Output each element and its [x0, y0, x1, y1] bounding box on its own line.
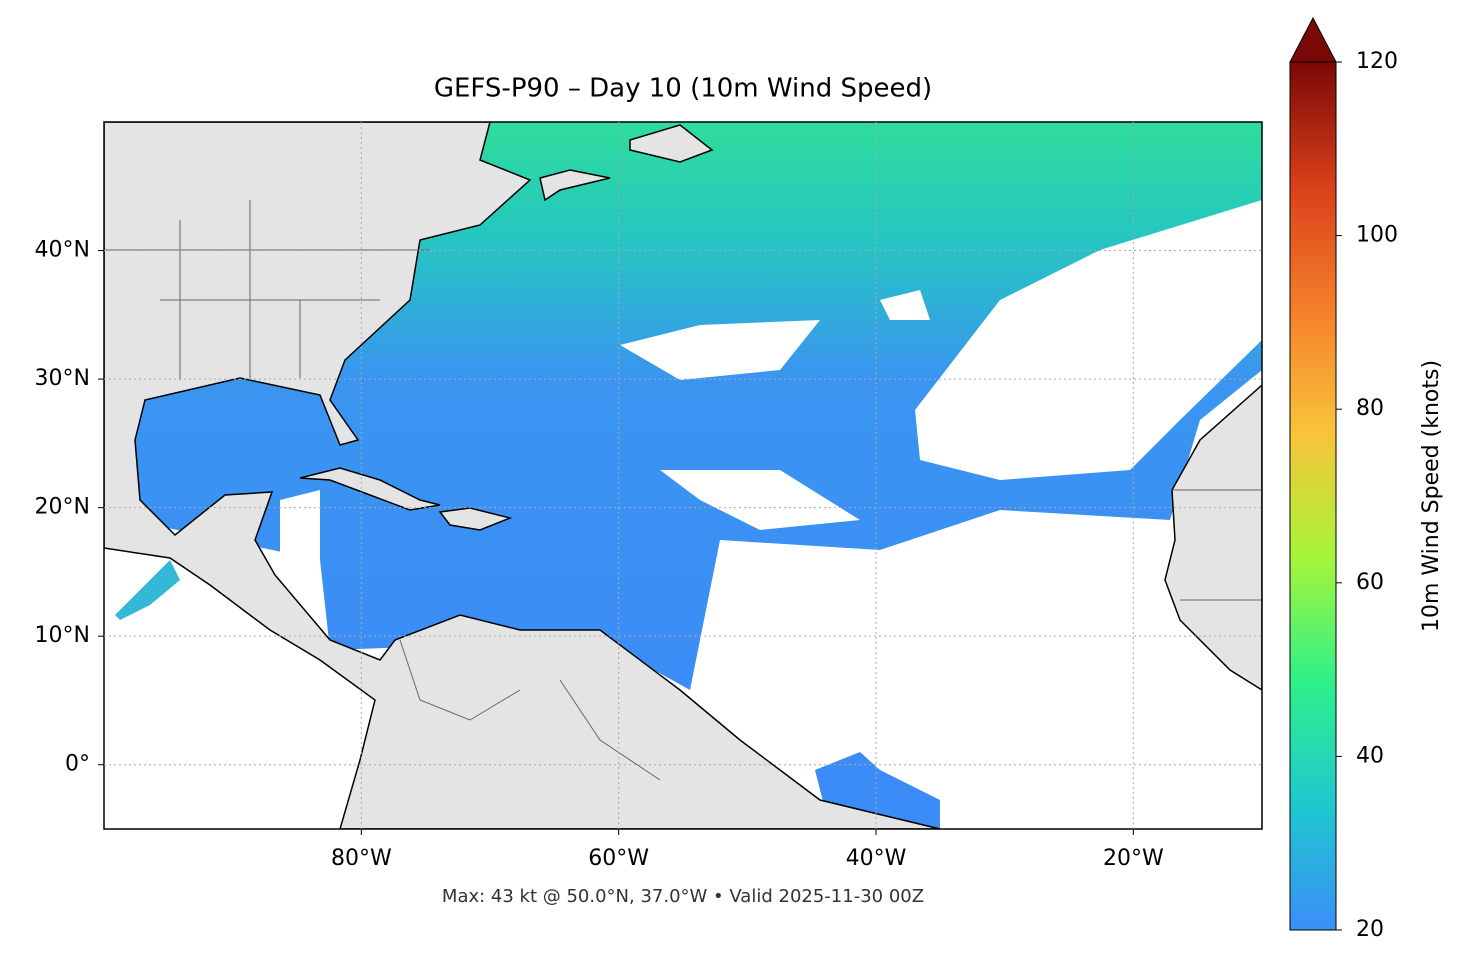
y-tick-label: 10°N [35, 623, 90, 648]
colorbar-label: 10m Wind Speed (knots) [1419, 360, 1444, 632]
land [104, 122, 1262, 829]
x-tick-label: 40°W [846, 846, 907, 871]
calm-areas [280, 200, 1262, 560]
y-tick-label: 20°N [35, 495, 90, 520]
borders [104, 200, 1262, 781]
colorbar-tick-label: 60 [1356, 570, 1384, 595]
y-tick-label: 40°N [35, 238, 90, 263]
colorbar-extend [1289, 16, 1337, 63]
x-tick-label: 80°W [331, 846, 392, 871]
footer: Max: 43 kt @ 50.0°N, 37.0°W • Valid 2025… [442, 886, 924, 907]
x-tick-label: 20°W [1103, 846, 1164, 871]
map-frame [103, 121, 1263, 830]
chart-title: GEFS-P90 – Day 10 (10m Wind Speed) [434, 74, 932, 104]
x-tick-label: 60°W [588, 846, 649, 871]
y-tick-label: 30°N [35, 366, 90, 391]
colorbar-tick-label: 80 [1356, 396, 1384, 421]
y-tick-label: 0° [65, 752, 90, 777]
colorbar [1289, 61, 1337, 931]
map [104, 122, 1262, 829]
colorbar-tick-label: 40 [1356, 743, 1384, 768]
colorbar-tick-label: 120 [1356, 49, 1398, 74]
wind-field-pacific [115, 560, 180, 620]
colorbar-tick-label: 20 [1356, 917, 1384, 942]
colorbar-tick-label: 100 [1356, 223, 1398, 248]
